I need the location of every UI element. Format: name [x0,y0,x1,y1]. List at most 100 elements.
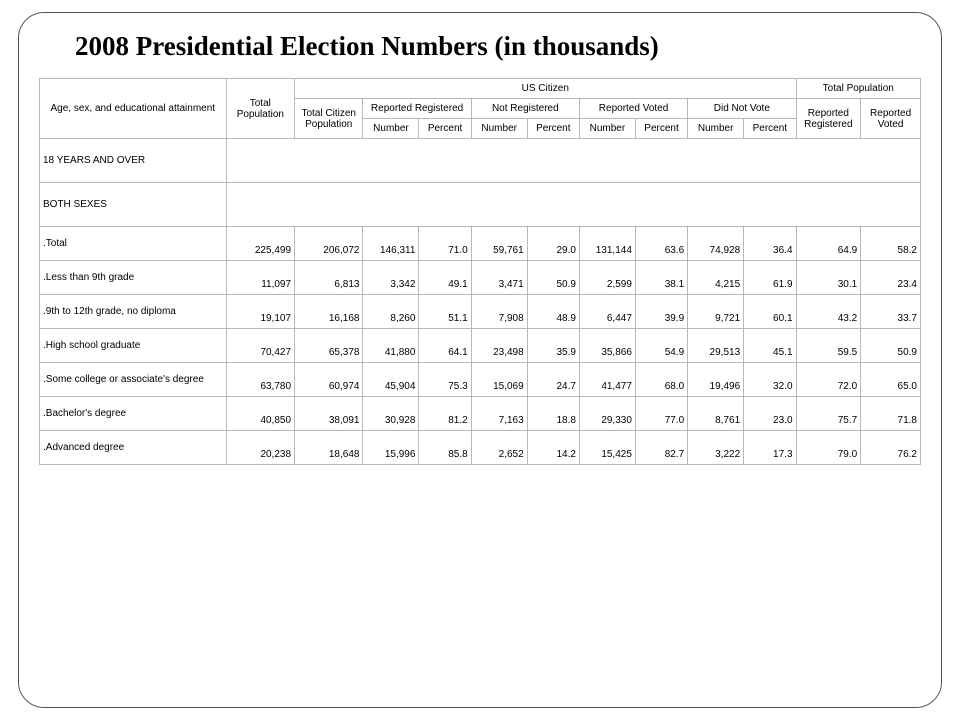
section-row: BOTH SEXES [40,183,921,227]
data-cell: 50.9 [527,261,579,295]
hdr-rep-reg-pct: Reported Registered [796,99,861,139]
data-cell: 19,496 [688,363,744,397]
data-cell: 16,168 [295,295,363,329]
data-cell: 18,648 [295,431,363,465]
section-row: 18 YEARS AND OVER [40,139,921,183]
data-cell: 23.0 [744,397,796,431]
table-row: .9th to 12th grade, no diploma19,10716,1… [40,295,921,329]
row-label: .Less than 9th grade [40,261,227,295]
hdr-total-pop: Total Population [226,79,294,139]
hdr-num: Number [688,119,744,139]
data-cell: 75.3 [419,363,471,397]
data-cell: 81.2 [419,397,471,431]
table-row: .Less than 9th grade11,0976,8133,34249.1… [40,261,921,295]
section-label: BOTH SEXES [40,183,227,227]
data-cell: 225,499 [226,227,294,261]
election-table: Age, sex, and educational attainment Tot… [39,78,921,465]
row-label: .Bachelor's degree [40,397,227,431]
data-cell: 30.1 [796,261,861,295]
data-cell: 2,599 [579,261,635,295]
hdr-rep-voted: Reported Voted [579,99,687,119]
data-cell: 8,761 [688,397,744,431]
table-body: 18 YEARS AND OVER BOTH SEXES .Total225,4… [40,139,921,465]
row-label: .High school graduate [40,329,227,363]
data-cell: 2,652 [471,431,527,465]
hdr-did-not-vote: Did Not Vote [688,99,796,119]
data-cell: 24.7 [527,363,579,397]
data-cell: 30,928 [363,397,419,431]
data-cell: 60,974 [295,363,363,397]
data-cell: 38,091 [295,397,363,431]
data-cell: 7,908 [471,295,527,329]
row-label: .Advanced degree [40,431,227,465]
data-cell: 85.8 [419,431,471,465]
data-cell: 70,427 [226,329,294,363]
data-cell: 71.0 [419,227,471,261]
table-row: .Advanced degree20,23818,64815,99685.82,… [40,431,921,465]
data-cell: 36.4 [744,227,796,261]
data-cell: 15,996 [363,431,419,465]
data-cell: 20,238 [226,431,294,465]
data-cell: 77.0 [635,397,687,431]
data-cell: 45,904 [363,363,419,397]
hdr-num: Number [471,119,527,139]
data-cell: 75.7 [796,397,861,431]
hdr-row-label: Age, sex, and educational attainment [40,79,227,139]
data-cell: 146,311 [363,227,419,261]
data-cell: 29,330 [579,397,635,431]
table-row: .High school graduate70,42765,37841,8806… [40,329,921,363]
hdr-pct: Percent [527,119,579,139]
data-cell: 65.0 [861,363,921,397]
data-cell: 8,260 [363,295,419,329]
data-cell: 45.1 [744,329,796,363]
data-cell: 29,513 [688,329,744,363]
data-cell: 76.2 [861,431,921,465]
row-label: .9th to 12th grade, no diploma [40,295,227,329]
table-header: Age, sex, and educational attainment Tot… [40,79,921,139]
data-cell: 23,498 [471,329,527,363]
data-cell: 59.5 [796,329,861,363]
data-cell: 60.1 [744,295,796,329]
hdr-rep-reg: Reported Registered [363,99,471,119]
data-cell: 50.9 [861,329,921,363]
data-cell: 17.3 [744,431,796,465]
hdr-pct: Percent [419,119,471,139]
data-cell: 3,222 [688,431,744,465]
page-title: 2008 Presidential Election Numbers (in t… [75,31,921,62]
data-cell: 74,928 [688,227,744,261]
hdr-us-citizen: US Citizen [295,79,796,99]
data-cell: 3,471 [471,261,527,295]
data-cell: 51.1 [419,295,471,329]
data-cell: 18.8 [527,397,579,431]
data-cell: 63,780 [226,363,294,397]
data-cell: 39.9 [635,295,687,329]
data-cell: 3,342 [363,261,419,295]
data-cell: 82.7 [635,431,687,465]
table-row: .Some college or associate's degree63,78… [40,363,921,397]
data-cell: 63.6 [635,227,687,261]
data-cell: 32.0 [744,363,796,397]
hdr-num: Number [579,119,635,139]
data-cell: 72.0 [796,363,861,397]
data-cell: 6,813 [295,261,363,295]
data-cell: 54.9 [635,329,687,363]
data-cell: 40,850 [226,397,294,431]
data-cell: 15,425 [579,431,635,465]
empty-cell [226,183,920,227]
data-cell: 23.4 [861,261,921,295]
hdr-rep-voted-pct: Reported Voted [861,99,921,139]
data-cell: 79.0 [796,431,861,465]
data-cell: 48.9 [527,295,579,329]
data-cell: 15,069 [471,363,527,397]
row-label: .Total [40,227,227,261]
hdr-not-reg: Not Registered [471,99,579,119]
data-cell: 41,477 [579,363,635,397]
content-frame: 2008 Presidential Election Numbers (in t… [18,12,942,708]
data-cell: 206,072 [295,227,363,261]
data-cell: 4,215 [688,261,744,295]
hdr-pct: Percent [744,119,796,139]
hdr-total-cit: Total Citizen Population [295,99,363,139]
data-cell: 64.9 [796,227,861,261]
data-cell: 64.1 [419,329,471,363]
section-label: 18 YEARS AND OVER [40,139,227,183]
